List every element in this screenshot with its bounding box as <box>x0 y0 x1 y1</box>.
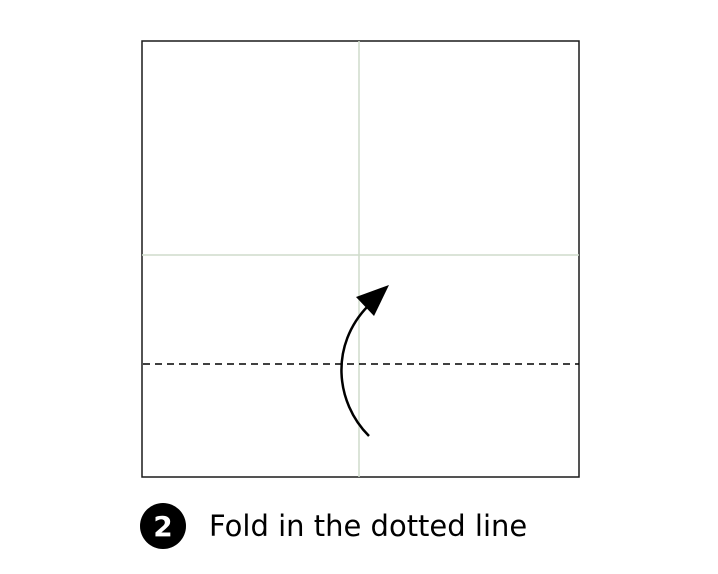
fold-arrow-head-icon <box>356 285 389 316</box>
fold-arrow-curve <box>340 305 370 437</box>
step-instruction: Fold in the dotted line <box>209 509 528 543</box>
paper-square <box>141 40 580 478</box>
step-number-badge: 2 <box>140 503 186 549</box>
step-number: 2 <box>153 510 172 543</box>
